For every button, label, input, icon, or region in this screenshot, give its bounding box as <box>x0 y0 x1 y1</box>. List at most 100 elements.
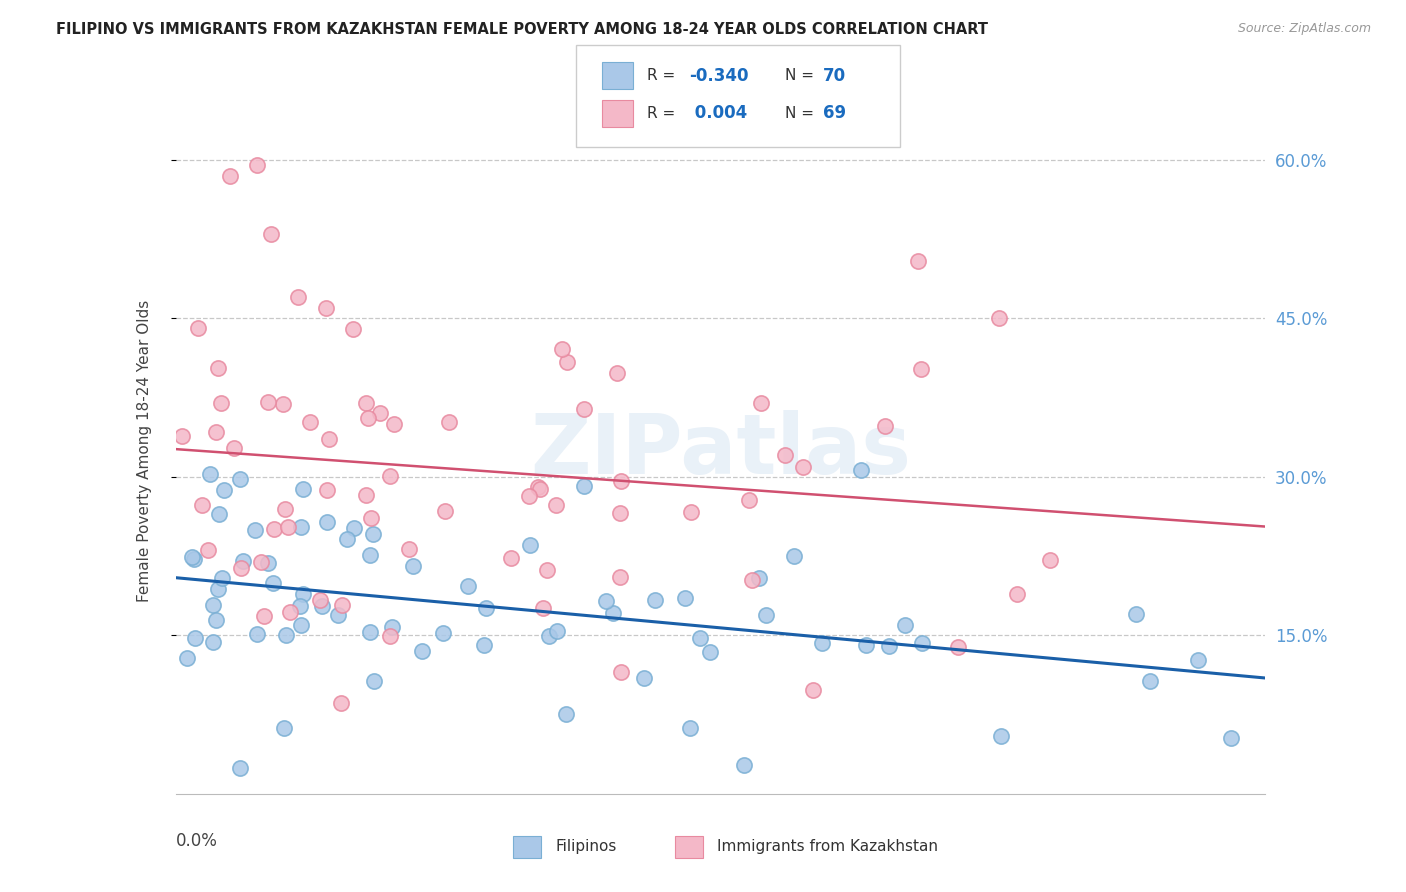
Point <box>792 459 814 474</box>
Point <box>472 638 495 652</box>
Point <box>517 489 540 503</box>
Point <box>208 507 231 521</box>
Point <box>907 253 929 268</box>
Point <box>801 682 824 697</box>
Point <box>245 627 267 641</box>
Point <box>253 608 276 623</box>
Point <box>205 613 228 627</box>
Point <box>205 425 228 440</box>
Text: R =: R = <box>647 106 681 120</box>
Point <box>299 415 322 429</box>
Point <box>276 628 298 642</box>
Point <box>894 617 917 632</box>
Point <box>633 671 655 685</box>
Point <box>229 472 252 486</box>
Point <box>437 415 460 429</box>
Text: FILIPINO VS IMMIGRANTS FROM KAZAKHSTAN FEMALE POVERTY AMONG 18-24 YEAR OLDS CORR: FILIPINO VS IMMIGRANTS FROM KAZAKHSTAN F… <box>56 22 988 37</box>
Point <box>180 549 202 564</box>
Point <box>644 593 666 607</box>
Point <box>741 573 763 587</box>
Point <box>198 467 221 482</box>
Point <box>197 543 219 558</box>
Point <box>1220 731 1243 746</box>
Point <box>184 631 207 645</box>
Point <box>329 696 352 710</box>
Point <box>910 362 932 376</box>
Point <box>679 721 702 735</box>
Point <box>202 634 225 648</box>
Point <box>679 505 702 519</box>
Point <box>257 556 280 570</box>
Point <box>855 638 877 652</box>
Point <box>190 498 212 512</box>
Point <box>288 599 311 614</box>
Point <box>207 361 229 376</box>
Point <box>555 706 578 721</box>
Point <box>315 301 337 315</box>
Point <box>277 520 299 534</box>
Point <box>262 575 284 590</box>
Point <box>990 729 1012 743</box>
Text: Source: ZipAtlas.com: Source: ZipAtlas.com <box>1237 22 1371 36</box>
Point <box>250 555 273 569</box>
Point <box>263 522 285 536</box>
Text: -0.340: -0.340 <box>689 67 748 85</box>
Point <box>733 757 755 772</box>
Point <box>176 651 198 665</box>
Point <box>755 608 778 623</box>
Point <box>699 645 721 659</box>
Text: Immigrants from Kazakhstan: Immigrants from Kazakhstan <box>717 839 938 855</box>
Point <box>359 548 381 562</box>
Text: 69: 69 <box>823 104 845 122</box>
Point <box>988 311 1011 326</box>
Point <box>214 483 236 497</box>
Point <box>292 587 315 601</box>
Point <box>529 482 551 496</box>
Text: N =: N = <box>785 106 818 120</box>
Point <box>1125 607 1147 622</box>
Point <box>363 674 385 689</box>
Point <box>610 475 633 489</box>
Point <box>211 571 233 585</box>
Point <box>606 366 628 380</box>
Point <box>544 498 567 512</box>
Point <box>1039 553 1062 567</box>
Point <box>359 625 381 640</box>
Point <box>546 624 568 638</box>
Y-axis label: Female Poverty Among 18-24 Year Olds: Female Poverty Among 18-24 Year Olds <box>138 300 152 601</box>
Point <box>432 626 454 640</box>
Point <box>609 665 631 680</box>
Point <box>748 571 770 585</box>
Point <box>873 418 896 433</box>
Point <box>357 411 380 425</box>
Point <box>381 620 404 634</box>
Point <box>749 395 772 409</box>
Point <box>1187 653 1209 667</box>
Point <box>187 321 209 335</box>
Point <box>572 402 595 417</box>
Point <box>609 506 631 520</box>
Point <box>555 355 578 369</box>
Point <box>411 644 433 658</box>
Point <box>382 417 405 431</box>
Point <box>209 395 232 409</box>
Point <box>673 591 696 605</box>
Point <box>946 640 969 655</box>
Point <box>232 554 254 568</box>
Point <box>257 394 280 409</box>
Point <box>246 158 269 172</box>
Point <box>229 761 252 775</box>
Point <box>368 407 391 421</box>
Point <box>231 561 253 575</box>
Point <box>343 521 366 535</box>
Text: 0.004: 0.004 <box>689 104 747 122</box>
Point <box>356 396 378 410</box>
Point <box>533 601 555 615</box>
Text: 70: 70 <box>823 67 845 85</box>
Point <box>308 592 330 607</box>
Point <box>336 532 359 546</box>
Point <box>260 227 283 241</box>
Point <box>287 290 309 304</box>
Point <box>274 501 297 516</box>
Text: N =: N = <box>785 69 818 83</box>
